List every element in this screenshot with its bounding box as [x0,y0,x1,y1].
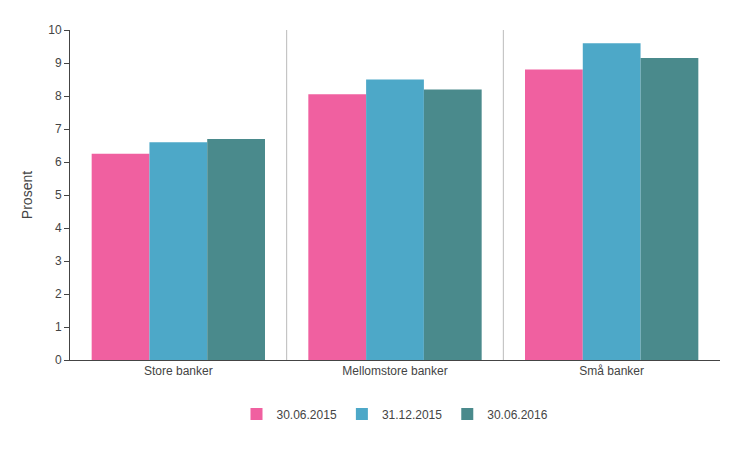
svg-text:Små banker: Små banker [579,364,644,378]
svg-text:3: 3 [55,254,62,268]
svg-text:31.12.2015: 31.12.2015 [382,408,442,422]
svg-text:8: 8 [55,89,62,103]
svg-text:1: 1 [55,320,62,334]
svg-text:4: 4 [55,221,62,235]
svg-text:9: 9 [55,56,62,70]
svg-text:Store banker: Store banker [144,364,213,378]
svg-text:5: 5 [55,188,62,202]
svg-text:30.06.2016: 30.06.2016 [487,408,547,422]
svg-text:7: 7 [55,122,62,136]
svg-text:0: 0 [55,353,62,367]
svg-text:Mellomstore banker: Mellomstore banker [342,364,447,378]
svg-text:30.06.2015: 30.06.2015 [277,408,337,422]
svg-text:2: 2 [55,287,62,301]
svg-text:Prosent: Prosent [19,171,35,219]
svg-text:10: 10 [48,23,62,37]
svg-text:6: 6 [55,155,62,169]
